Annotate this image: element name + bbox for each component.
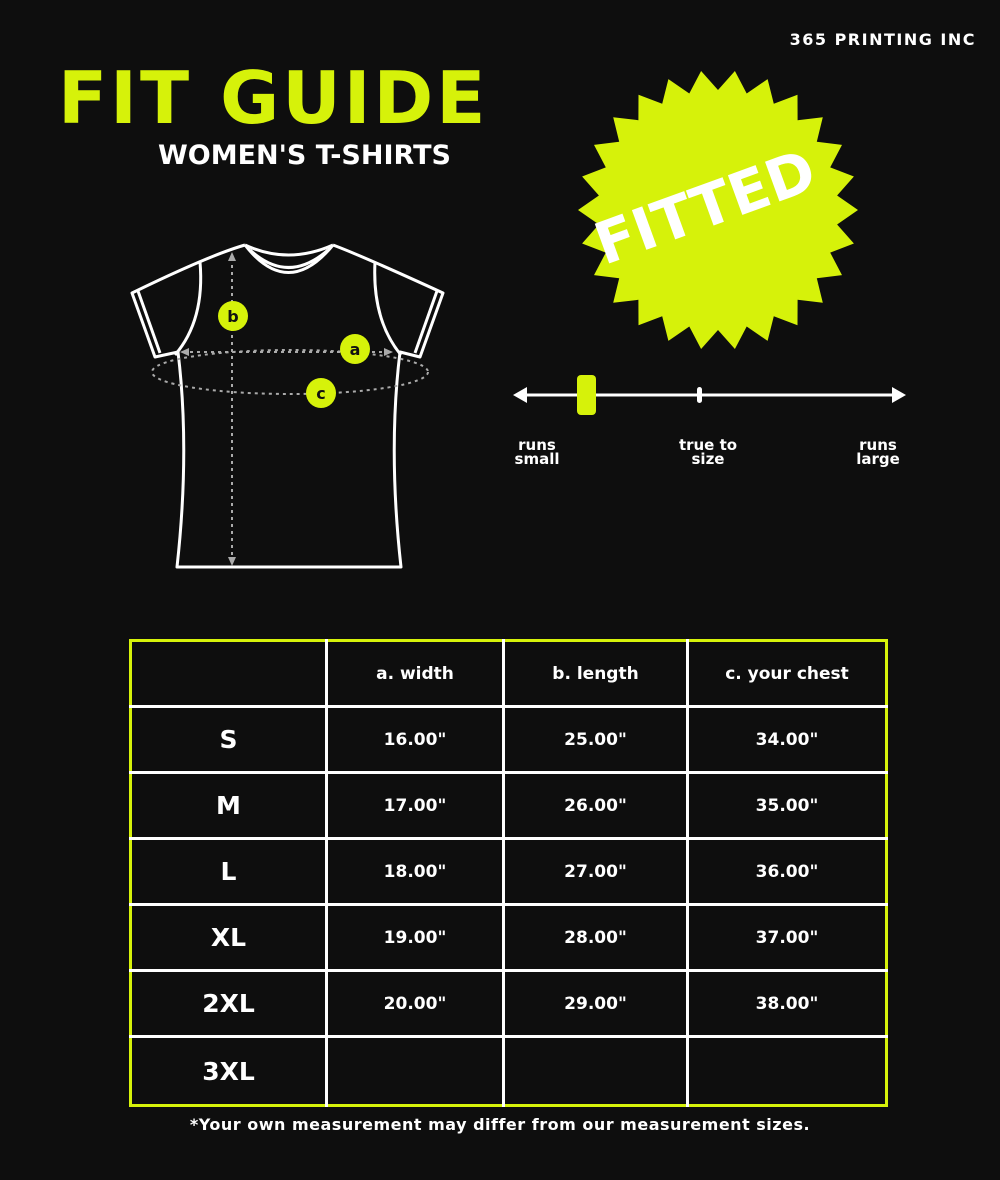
size-chart: a. width b. length c. your chest S 16.00"… xyxy=(129,639,888,1107)
length-cell: 29.00" xyxy=(502,969,689,1038)
arrow-up-icon xyxy=(228,252,236,261)
label-runs-large: runs large xyxy=(856,436,900,468)
arrow-down-icon xyxy=(228,557,236,566)
table-row: XL 19.00" 28.00" 37.00" xyxy=(130,903,887,972)
footnote: *Your own measurement may differ from ou… xyxy=(189,1115,811,1134)
page-title: FIT GUIDE xyxy=(58,56,489,140)
measure-lines xyxy=(151,258,429,562)
table-header-row: a. width b. length c. your chest xyxy=(130,640,887,708)
table-row: M 17.00" 26.00" 35.00" xyxy=(130,771,887,840)
chest-cell: 37.00" xyxy=(686,903,887,972)
size-cell: L xyxy=(130,837,328,906)
sleeve-right-hem xyxy=(413,290,439,354)
length-cell: 25.00" xyxy=(502,705,689,774)
marker-c: c xyxy=(306,378,336,408)
size-cell: 2XL xyxy=(130,969,328,1038)
arrow-left-icon xyxy=(513,387,527,403)
collar-inner xyxy=(248,248,329,269)
width-cell: 18.00" xyxy=(325,837,505,906)
fitted-badge-starburst xyxy=(578,71,858,349)
length-cell: 27.00" xyxy=(502,837,689,906)
chest-cell: 38.00" xyxy=(686,969,887,1038)
fit-indicator xyxy=(577,375,596,415)
size-cell: S xyxy=(130,705,328,774)
svg-text:c: c xyxy=(316,384,325,403)
arrow-right-icon xyxy=(892,387,906,403)
width-cell: 19.00" xyxy=(325,903,505,972)
shirt-outline xyxy=(130,243,445,569)
chest-cell xyxy=(686,1035,887,1106)
width-cell: 16.00" xyxy=(325,705,505,774)
width-cell: 17.00" xyxy=(325,771,505,840)
true-to-size-tick xyxy=(697,387,702,403)
header-cell: b. length xyxy=(502,640,689,708)
chest-cell: 36.00" xyxy=(686,837,887,906)
header-cell xyxy=(130,640,328,708)
marker-a: a xyxy=(340,334,370,364)
size-cell: 3XL xyxy=(130,1035,328,1106)
length-cell: 28.00" xyxy=(502,903,689,972)
label-runs-small: runs small xyxy=(514,436,560,468)
sleeve-right-seam xyxy=(373,261,403,356)
arrow-right-icon xyxy=(384,348,393,356)
page-subtitle: WOMEN'S T-SHIRTS xyxy=(158,140,451,171)
svg-text:b: b xyxy=(227,307,238,326)
size-cell: XL xyxy=(130,903,328,972)
table-row: 3XL xyxy=(130,1035,887,1106)
marker-b: b xyxy=(218,301,248,331)
header-cell: c. your chest xyxy=(686,640,887,708)
chest-cell: 34.00" xyxy=(686,705,887,774)
header-cell: a. width xyxy=(325,640,505,708)
length-cell: 26.00" xyxy=(502,771,689,840)
length-cell xyxy=(502,1035,689,1106)
label-true-to-size: true to size xyxy=(678,436,738,468)
size-cell: M xyxy=(130,771,328,840)
width-cell xyxy=(325,1035,505,1106)
chest-ellipse xyxy=(151,349,429,395)
collar-neck xyxy=(244,243,334,257)
sleeve-left-seam xyxy=(173,261,203,356)
sleeve-left-hem xyxy=(136,290,162,354)
tshirt-diagram xyxy=(130,243,445,569)
table-row: L 18.00" 27.00" 36.00" xyxy=(130,837,887,906)
brand-name: 365 PRINTING INC xyxy=(789,30,976,49)
chest-cell: 35.00" xyxy=(686,771,887,840)
table-row: 2XL 20.00" 29.00" 38.00" xyxy=(130,969,887,1038)
arrow-left-icon xyxy=(180,348,189,356)
svg-text:a: a xyxy=(350,340,361,359)
fit-scale xyxy=(513,375,906,415)
width-cell: 20.00" xyxy=(325,969,505,1038)
table-row: S 16.00" 25.00" 34.00" xyxy=(130,705,887,774)
